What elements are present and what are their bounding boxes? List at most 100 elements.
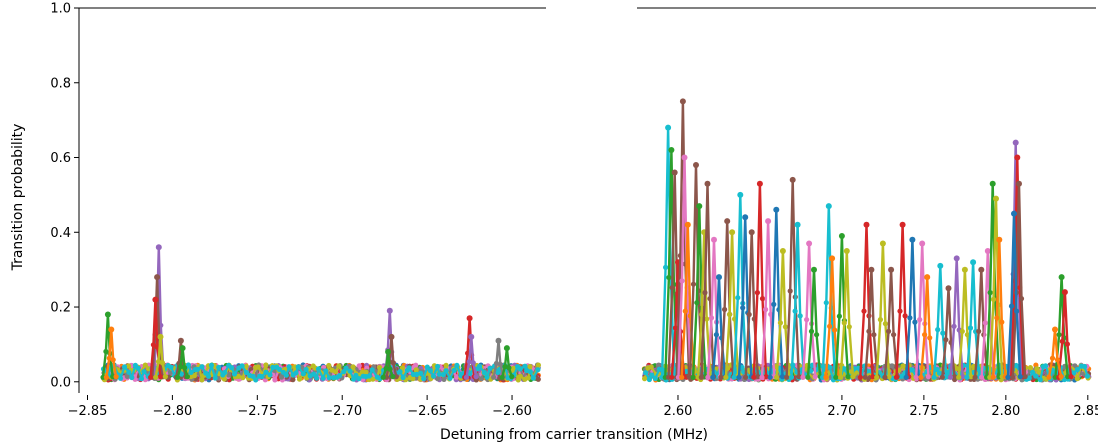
data-point <box>1036 369 1042 375</box>
data-point <box>669 285 675 291</box>
x-axis-label: Detuning from carrier transition (MHz) <box>440 427 708 443</box>
data-point <box>110 357 116 363</box>
peak-point <box>177 337 184 344</box>
peak-point <box>724 218 731 225</box>
data-point <box>698 374 704 380</box>
data-point <box>1058 374 1064 380</box>
data-point <box>235 373 241 379</box>
data-point <box>430 373 437 379</box>
data-point <box>889 363 895 369</box>
data-point <box>679 278 685 284</box>
data-point <box>774 374 780 380</box>
peak-point <box>779 248 786 254</box>
data-point <box>735 295 741 301</box>
data-point <box>862 374 868 380</box>
peak-point <box>984 248 991 254</box>
peak-point <box>989 180 996 187</box>
data-point <box>832 327 838 333</box>
peak-point <box>1052 326 1058 333</box>
peak-point <box>152 296 159 303</box>
data-point <box>255 364 261 370</box>
data-point <box>903 374 909 380</box>
data-point <box>935 327 941 333</box>
data-point <box>743 374 749 380</box>
data-point <box>913 374 919 380</box>
data-point <box>311 371 317 377</box>
peak-point <box>154 274 161 281</box>
data-point <box>315 366 322 372</box>
data-point <box>1056 332 1062 338</box>
data-point <box>517 366 523 372</box>
y-axis-label: Transition probability <box>10 124 26 272</box>
peak-point <box>1012 139 1019 146</box>
peak-point <box>671 169 678 176</box>
data-point <box>704 316 710 322</box>
data-point <box>999 319 1005 325</box>
data-point <box>447 375 453 381</box>
data-point <box>1074 376 1080 382</box>
data-point <box>178 364 184 370</box>
peak-point <box>104 311 111 318</box>
x-tick-label: −2.80 <box>152 404 192 419</box>
data-point <box>779 374 786 380</box>
data-point <box>827 323 833 329</box>
peak-point <box>385 348 392 355</box>
data-point <box>332 369 339 375</box>
data-point <box>126 369 132 375</box>
data-point <box>838 374 844 380</box>
data-point <box>270 364 276 370</box>
data-point <box>648 364 654 370</box>
data-point <box>228 365 235 371</box>
data-point <box>705 374 711 380</box>
peak-point <box>978 266 985 273</box>
peak-point <box>794 221 801 228</box>
data-point <box>522 363 528 369</box>
data-point <box>413 362 419 368</box>
peak-point <box>825 203 832 210</box>
data-point <box>845 374 851 380</box>
data-point <box>690 281 697 287</box>
data-point <box>314 375 320 381</box>
data-point <box>777 320 784 326</box>
data-point <box>535 376 541 382</box>
data-point <box>956 374 962 380</box>
data-point <box>191 373 198 379</box>
data-point <box>886 328 892 334</box>
peak-point <box>879 240 886 247</box>
data-point <box>893 374 900 380</box>
data-point <box>870 374 876 380</box>
data-point <box>185 362 191 368</box>
data-point <box>300 371 306 377</box>
data-point <box>666 274 672 281</box>
data-point <box>812 374 818 380</box>
data-point <box>350 364 356 370</box>
data-point <box>263 362 269 368</box>
data-point <box>473 374 479 380</box>
peak-point <box>1014 154 1021 161</box>
data-point <box>755 374 761 380</box>
data-point <box>768 311 774 317</box>
data-point <box>972 374 978 380</box>
peak-point <box>466 315 473 322</box>
data-point <box>792 308 798 314</box>
data-point <box>787 288 793 294</box>
data-point <box>754 290 761 296</box>
data-point <box>1026 375 1032 381</box>
data-point <box>155 359 162 365</box>
data-point <box>982 320 988 326</box>
peak-point <box>495 337 502 344</box>
data-point <box>103 348 109 355</box>
peak-point <box>1016 180 1022 187</box>
peak-point <box>679 98 686 105</box>
peak-point <box>765 218 772 225</box>
x-tick-label: 2.60 <box>664 404 693 419</box>
data-point <box>222 369 228 376</box>
data-point <box>454 362 460 368</box>
data-point <box>759 374 765 380</box>
data-point <box>1005 374 1011 380</box>
data-point <box>259 374 265 380</box>
data-point <box>649 372 655 378</box>
peak-point <box>1061 289 1068 296</box>
data-point <box>356 363 362 369</box>
